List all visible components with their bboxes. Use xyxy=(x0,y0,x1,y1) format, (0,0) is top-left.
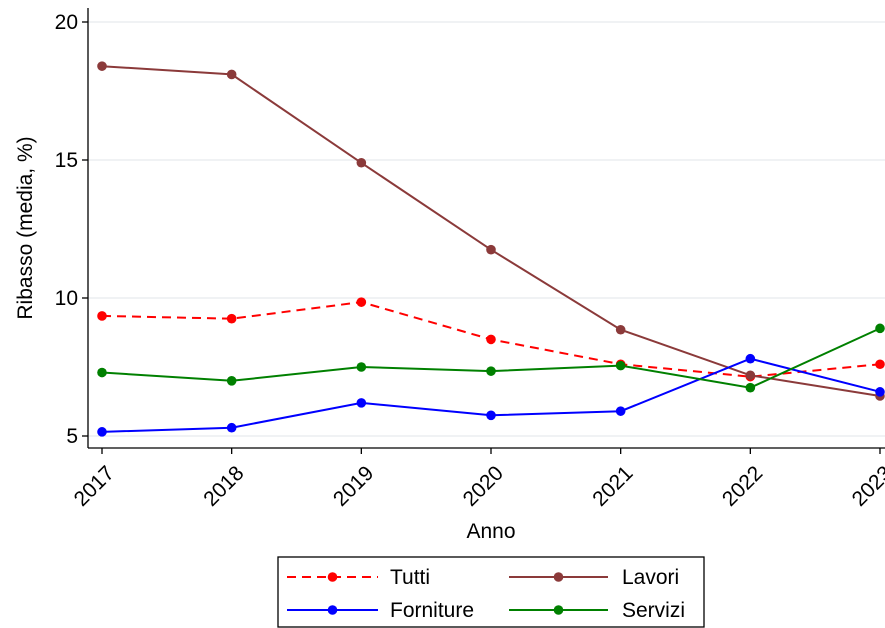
data-point-forniture xyxy=(745,353,756,364)
x-tick-label: 2017 xyxy=(70,462,119,511)
series-line-lavori xyxy=(101,65,881,397)
data-point-tutti xyxy=(356,297,367,307)
y-tick-label: 15 xyxy=(55,149,78,172)
x-axis-title: Anno xyxy=(466,520,515,543)
data-point-servizi xyxy=(745,382,756,393)
data-point-lavori xyxy=(745,370,756,381)
data-point-forniture xyxy=(356,398,367,408)
legend-marker-lavori xyxy=(553,572,564,582)
data-point-tutti xyxy=(97,311,107,321)
x-tick-label: 2018 xyxy=(199,462,248,511)
data-point-forniture xyxy=(615,406,626,416)
data-point-servizi xyxy=(226,376,237,386)
legend-label-lavori: Lavori xyxy=(622,566,679,589)
legend-label-servizi: Servizi xyxy=(622,599,685,622)
grid-lines xyxy=(88,21,885,437)
data-point-forniture xyxy=(97,427,107,437)
data-point-tutti xyxy=(226,313,237,324)
data-point-forniture xyxy=(875,387,885,397)
legend-box xyxy=(277,556,705,628)
x-tick-label: 2022 xyxy=(718,462,767,511)
legend-marker-forniture xyxy=(327,605,338,615)
legend: Tutti Lavori Forniture Servizi xyxy=(277,556,705,628)
data-point-servizi xyxy=(875,323,885,334)
legend-label-forniture: Forniture xyxy=(390,599,474,622)
legend-marker-servizi xyxy=(553,605,564,615)
data-point-servizi xyxy=(97,367,107,378)
x-tick-label: 2020 xyxy=(459,462,508,511)
data-point-lavori xyxy=(97,61,107,71)
legend-label-tutti: Tutti xyxy=(390,566,430,589)
legend-marker-tutti xyxy=(327,572,338,582)
data-point-tutti xyxy=(875,359,885,370)
data-point-lavori xyxy=(356,157,367,168)
series-lines xyxy=(97,61,885,437)
data-point-lavori xyxy=(226,69,237,80)
y-tick-label: 5 xyxy=(66,425,78,448)
y-axis-title: Ribasso (media, %) xyxy=(14,136,37,319)
data-point-lavori xyxy=(486,244,496,255)
x-tick-label: 2021 xyxy=(588,462,637,511)
x-tick-label: 2019 xyxy=(329,462,378,511)
data-point-tutti xyxy=(486,334,496,345)
data-point-forniture xyxy=(486,410,496,421)
x-tick-label: 2023 xyxy=(848,462,885,511)
data-point-servizi xyxy=(615,360,626,371)
data-point-lavori xyxy=(615,324,626,335)
data-point-forniture xyxy=(226,422,237,433)
y-tick-label: 20 xyxy=(55,11,78,34)
data-point-servizi xyxy=(356,362,367,372)
y-tick-label: 10 xyxy=(55,287,78,310)
data-point-servizi xyxy=(486,366,496,376)
